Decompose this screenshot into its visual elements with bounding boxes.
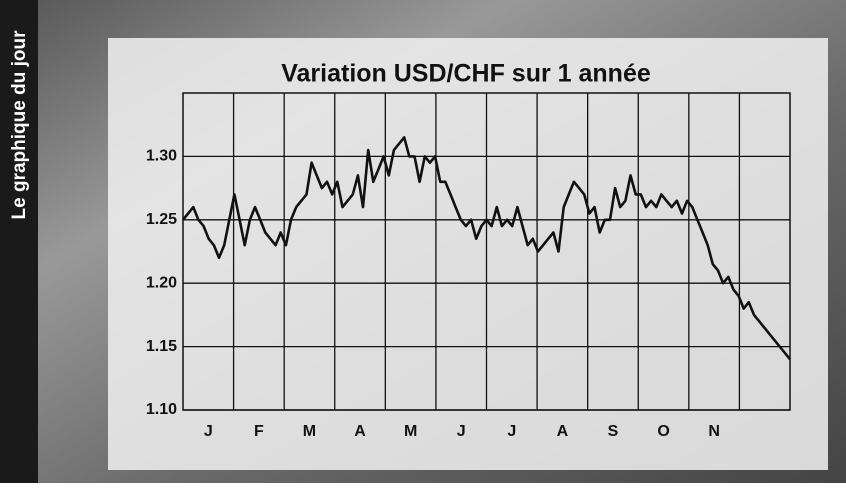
chart-panel [108, 38, 828, 470]
y-tick-label: 1.10 [146, 401, 177, 418]
x-tick-label: M [303, 423, 316, 440]
y-tick-label: 1.15 [146, 338, 177, 355]
sidebar [0, 0, 38, 483]
y-tick-label: 1.25 [146, 211, 177, 228]
x-tick-label: O [657, 423, 669, 440]
y-tick-label: 1.30 [146, 148, 177, 165]
y-tick-label: 1.20 [146, 274, 177, 291]
x-tick-label: S [608, 423, 619, 440]
x-tick-label: M [404, 423, 417, 440]
sidebar-title: Le graphique du jour [9, 30, 30, 220]
x-tick-label: J [507, 423, 516, 440]
x-tick-label: N [708, 423, 720, 440]
x-tick-label: J [204, 423, 213, 440]
x-tick-label: A [354, 423, 366, 440]
chart-title: Variation USD/CHF sur 1 année [281, 60, 651, 88]
x-tick-label: A [557, 423, 569, 440]
x-tick-label: J [457, 423, 466, 440]
price-line [181, 136, 792, 361]
x-tick-label: F [254, 423, 264, 440]
